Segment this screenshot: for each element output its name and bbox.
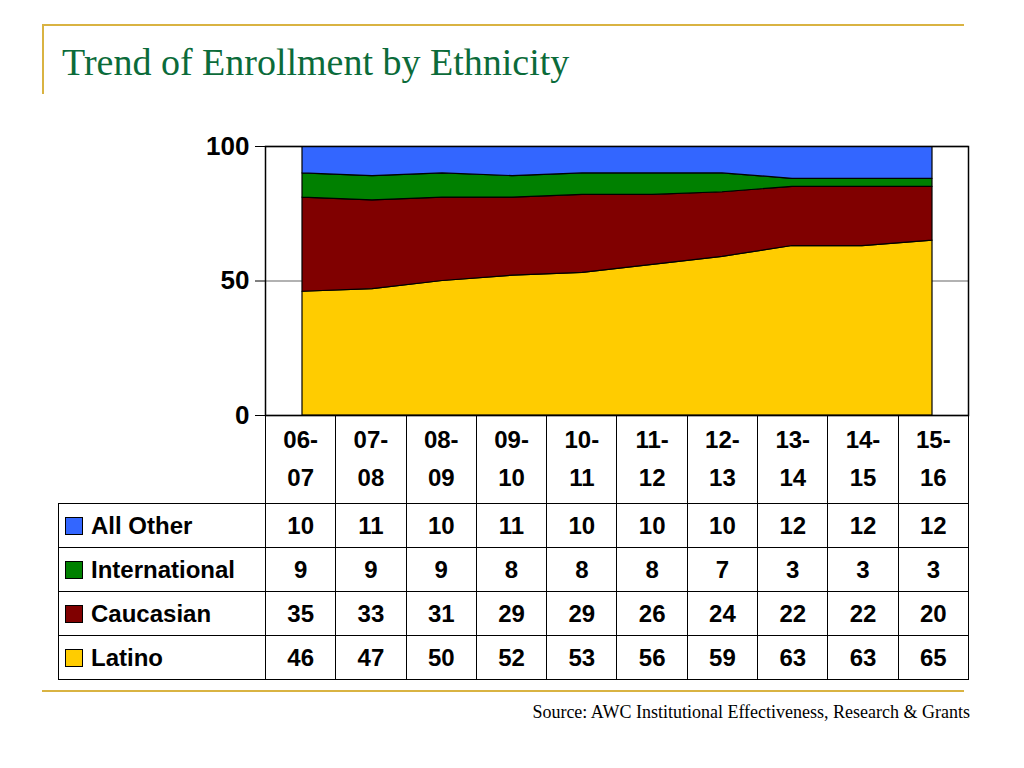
html-text:All Other: All Other xyxy=(91,511,193,539)
html-text:Source: AWC Institutional Effe: Source: AWC Institutional Effectiveness,… xyxy=(532,702,970,722)
html-text:13- 14: 13- 14 xyxy=(775,426,811,491)
html-text:29: 29 xyxy=(498,599,525,627)
svg-text:100: 100 xyxy=(206,131,249,161)
svg-text:0: 0 xyxy=(235,400,249,430)
html-text:63: 63 xyxy=(849,643,877,671)
html-text:11- 12: 11- 12 xyxy=(635,426,669,491)
html-text:3: 3 xyxy=(786,555,800,583)
html-text:29: 29 xyxy=(568,599,596,627)
html-text:3: 3 xyxy=(926,555,940,583)
html-text:31: 31 xyxy=(427,599,455,627)
html-text:33: 33 xyxy=(357,599,385,627)
html-text:09- 10: 09- 10 xyxy=(494,426,529,491)
html-text:15- 16: 15- 16 xyxy=(916,426,951,491)
html-text:10- 11: 10- 11 xyxy=(564,426,600,491)
html-text:9: 9 xyxy=(434,555,448,583)
html-text:07- 08: 07- 08 xyxy=(353,426,389,491)
html-text:53: 53 xyxy=(568,643,596,671)
html-text:10: 10 xyxy=(427,511,455,539)
html-text:10: 10 xyxy=(709,511,736,539)
html-text:8: 8 xyxy=(504,555,519,583)
html-text:10: 10 xyxy=(287,511,314,539)
html-text:20: 20 xyxy=(920,599,947,627)
html-text:65: 65 xyxy=(920,643,947,671)
html-text:52: 52 xyxy=(498,643,525,671)
html-text:3: 3 xyxy=(856,555,870,583)
html-text:Caucasian: Caucasian xyxy=(91,599,212,627)
html-text:10: 10 xyxy=(638,511,666,539)
html-text:9: 9 xyxy=(294,555,308,583)
html-text:50: 50 xyxy=(427,643,455,671)
html-text:Trend of Enrollment by Ethnici: Trend of Enrollment by Ethnicity xyxy=(62,41,570,83)
html-text:11: 11 xyxy=(358,511,384,539)
html-text:12: 12 xyxy=(849,511,877,539)
html-text:63: 63 xyxy=(779,643,807,671)
html-text:8: 8 xyxy=(575,555,589,583)
html-text:12: 12 xyxy=(779,511,807,539)
html-text:9: 9 xyxy=(364,555,378,583)
svg-text:50: 50 xyxy=(221,265,250,295)
html-text:8: 8 xyxy=(645,555,659,583)
html-text:24: 24 xyxy=(709,599,736,627)
html-text:International: International xyxy=(91,555,235,583)
html-text:35: 35 xyxy=(287,599,314,627)
html-text:14- 15: 14- 15 xyxy=(845,426,881,491)
html-text:Latino: Latino xyxy=(91,643,163,671)
html-text:7: 7 xyxy=(715,555,730,583)
html-text:22: 22 xyxy=(779,599,807,627)
html-text:11: 11 xyxy=(498,511,525,539)
html-text:12: 12 xyxy=(920,511,947,539)
html-text:06- 07: 06- 07 xyxy=(283,426,318,491)
html-text:56: 56 xyxy=(638,643,666,671)
html-text:12- 13: 12- 13 xyxy=(705,426,740,491)
html-text:26: 26 xyxy=(638,599,666,627)
html-text:10: 10 xyxy=(568,511,596,539)
html-text:08- 09: 08- 09 xyxy=(423,426,459,491)
html-text:47: 47 xyxy=(357,643,385,671)
html-text:59: 59 xyxy=(709,643,736,671)
html-text:46: 46 xyxy=(287,643,314,671)
html-text:22: 22 xyxy=(849,599,877,627)
